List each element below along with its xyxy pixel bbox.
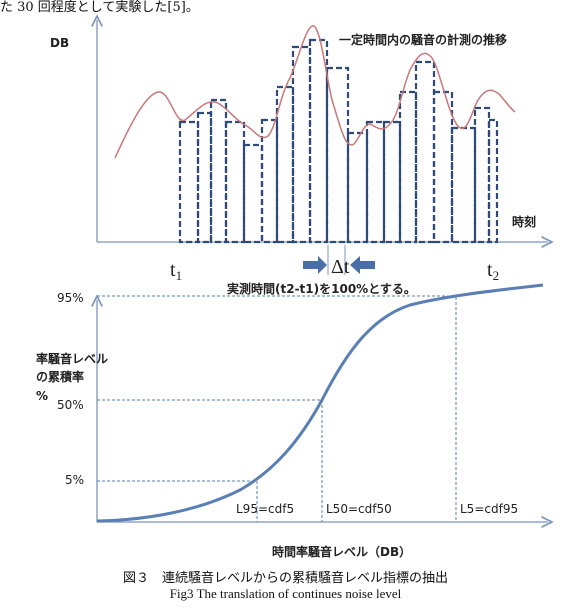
sample-bar bbox=[432, 90, 454, 244]
sample-bar bbox=[275, 85, 295, 244]
y-tick-95: 95% bbox=[57, 291, 84, 305]
sample-bar bbox=[365, 120, 386, 244]
lower-y-label-line2: の累積率 bbox=[36, 369, 84, 384]
top-text-fragment: た 30 回程度として実験した[5]。 bbox=[0, 0, 199, 15]
sample-bar bbox=[382, 120, 402, 244]
measure-note: 実測時間(t2-t1)を100%とする。 bbox=[227, 281, 416, 296]
noise-curve bbox=[114, 25, 516, 159]
caption-english: Fig3 The translation of continues noise … bbox=[169, 586, 402, 601]
delta-t-label: Δt bbox=[331, 256, 350, 278]
guide-5 bbox=[97, 480, 258, 522]
marker-l50: L50=cdf50 bbox=[326, 502, 392, 516]
sample-bar bbox=[346, 131, 369, 244]
sample-bar bbox=[308, 38, 329, 244]
marker-l5: L5=cdf95 bbox=[460, 502, 518, 516]
lower-x-axis-label: 時間率騒音レベル（DB） bbox=[272, 544, 411, 559]
cdf-curve bbox=[96, 283, 544, 523]
series-label: 一定時間内の騒音の計測の推移 bbox=[339, 32, 507, 47]
upper-chart: DB 時刻 一定時間内の騒音の計測の推移 bbox=[50, 20, 548, 296]
sample-bar bbox=[209, 98, 228, 244]
sample-bar bbox=[224, 120, 246, 244]
sample-bar bbox=[450, 126, 477, 244]
sample-bar bbox=[487, 118, 499, 244]
sample-bar bbox=[473, 106, 491, 244]
sample-bars bbox=[178, 38, 499, 244]
marker-l95: L95=cdf5 bbox=[236, 502, 294, 516]
y-tick-5: 5% bbox=[65, 473, 84, 487]
guide-95 bbox=[97, 295, 457, 522]
caption-japanese: 図３ 連続騒音レベルからの累積騒音レベル指標の抽出 bbox=[122, 571, 448, 586]
left-arrow bbox=[350, 256, 375, 274]
lower-y-label-line3: % bbox=[36, 389, 48, 403]
upper-y-axis-label: DB bbox=[50, 36, 69, 50]
lower-chart: 率騒音レベル の累積率 % 95% 50% 5% L95=cdf5 L50=cd… bbox=[36, 283, 548, 559]
sample-bar bbox=[414, 60, 436, 244]
t2-label: t2 bbox=[487, 259, 499, 283]
guide-lines bbox=[97, 295, 457, 522]
upper-x-axis-label: 時刻 bbox=[512, 214, 536, 229]
sample-bar bbox=[242, 143, 264, 244]
y-tick-50: 50% bbox=[57, 398, 84, 412]
lower-y-label-line1: 率騒音レベル bbox=[36, 351, 108, 366]
sample-bar bbox=[196, 111, 213, 244]
t1-label: t1 bbox=[170, 259, 182, 283]
right-arrow bbox=[303, 256, 327, 274]
sample-bar bbox=[291, 45, 312, 244]
sample-bar bbox=[178, 120, 200, 244]
sample-bar bbox=[398, 90, 418, 244]
delta-t-indicator: Δt bbox=[303, 245, 375, 278]
